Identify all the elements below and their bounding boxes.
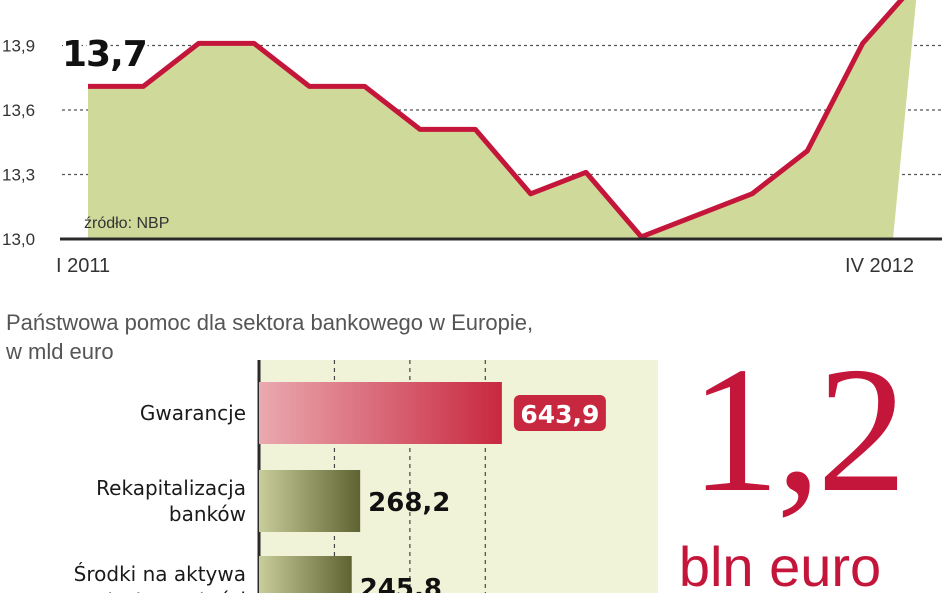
bar-category-label: z utratą wartości [78,588,246,593]
bar-chart-gridlines [333,360,486,593]
bar [259,470,361,532]
bar-category-label: banków [169,502,246,526]
y-tick-label: 13,6 [2,101,35,120]
first-value-annotation: 13,7 [62,34,147,75]
y-tick-label: 13,9 [2,37,35,56]
line-chart-area [88,0,917,239]
bar [259,556,352,593]
bar-value-label: 268,2 [368,488,450,518]
source-note: źródło: NBP [84,215,169,232]
rate-line-chart: 13,0 13,3 13,6 13,9 I 2011 IV 2012 źródło: N… [2,0,942,277]
subtitle-line-2: w mld euro [6,339,114,364]
bar-category-label: Rekapitalizacja [96,476,246,500]
bar [259,382,502,444]
y-tick-label: 13,3 [2,166,35,185]
total-aid-unit: bln euro [678,535,882,598]
line-chart-y-ticks: 13,0 13,3 13,6 13,9 [2,37,35,250]
line-chart-series-line [88,0,905,240]
total-aid-value: 1,2 [690,330,907,529]
bar-category-label: Gwarancje [140,401,246,425]
bar-chart-subtitle: Państwowa pomoc dla sektora bankowego w … [6,308,533,366]
x-tick-label: IV 2012 [845,255,914,277]
bar-value-label: 245,8 [360,574,442,593]
subtitle-line-1: Państwowa pomoc dla sektora bankowego w … [6,310,534,335]
y-tick-label: 13,0 [2,230,35,249]
bar-category-label: Środki na aktywa [74,562,246,586]
value-label-badge [513,395,606,431]
line-chart-x-ticks: I 2011 IV 2012 [56,255,914,277]
bar-value-label: 643,9 [520,400,599,429]
x-tick-label: I 2011 [56,255,110,277]
